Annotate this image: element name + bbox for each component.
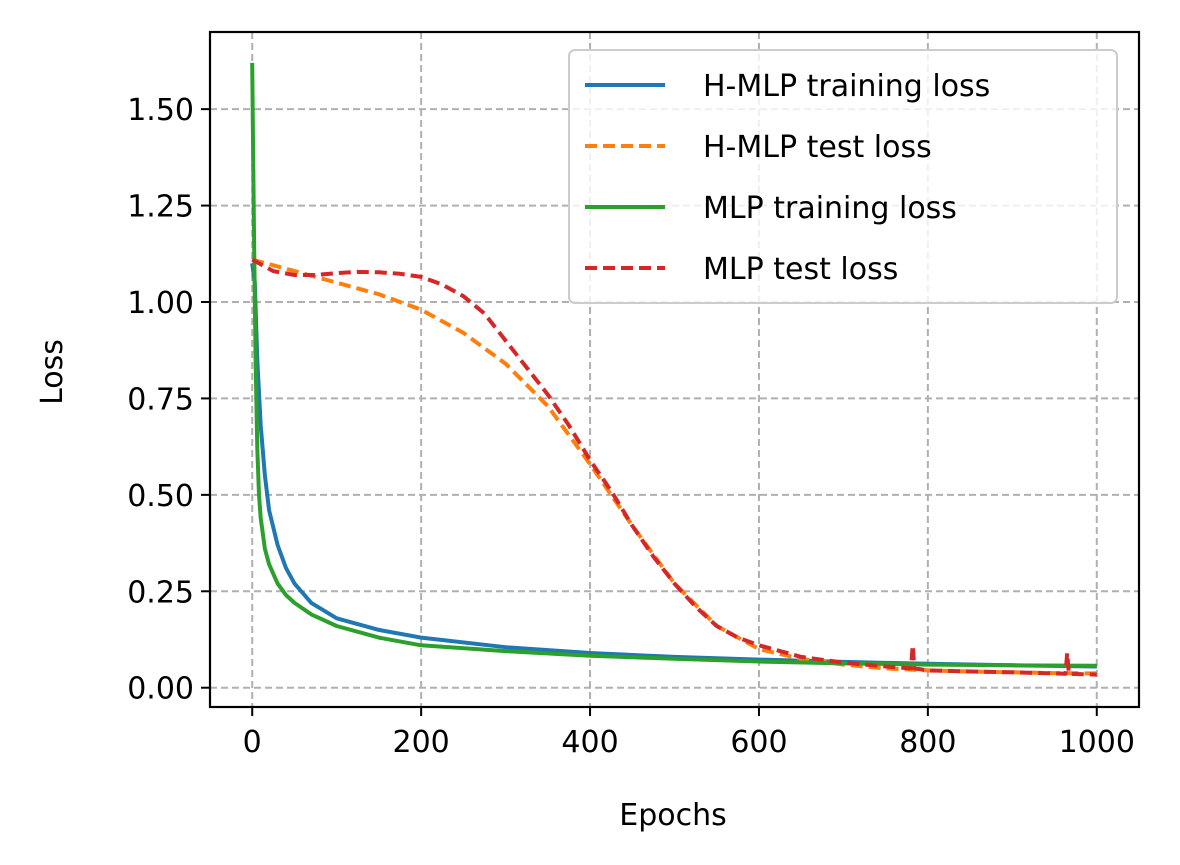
h-mlp-training-loss-line (250, 263, 1097, 669)
x-tick-label: 200 (393, 725, 450, 760)
x-tick-label: 800 (899, 725, 956, 760)
h-mlp-test-loss-legend-label: H-MLP test loss (703, 130, 932, 165)
mlp-test-loss-line (251, 257, 1097, 677)
y-tick-label: 0.25 (127, 575, 194, 610)
y-tick-label: 0.00 (127, 672, 194, 707)
h-mlp-training-loss-legend-label: H-MLP training loss (703, 69, 990, 104)
y-tick-label: 0.75 (127, 382, 194, 417)
mlp-training-loss-legend-label: MLP training loss (703, 191, 957, 226)
plot-frame (208, 30, 1141, 709)
h-mlp-test-loss-line (251, 257, 1097, 676)
y-tick-label: 1.00 (127, 286, 194, 321)
mlp-test-loss-legend-label: MLP test loss (703, 252, 898, 287)
series-layer (250, 62, 1097, 677)
y-tick-label: 0.50 (127, 479, 194, 514)
axis-ticks: 0 200 400 600 800 1000 0.00 0.25 0.50 0.75 1.00 1.2… (127, 93, 1135, 760)
mlp-training-loss-line (250, 62, 1097, 668)
x-tick-label: 400 (561, 725, 618, 760)
y-axis-label: Loss (35, 339, 70, 405)
legend-box (568, 49, 1118, 304)
legend: H-MLP training loss H-MLP test loss MLP tr… (568, 49, 1118, 304)
y-tick-label: 1.25 (127, 190, 194, 225)
y-tick-label: 1.50 (127, 93, 194, 128)
x-tick-label: 600 (730, 725, 787, 760)
x-tick-label: 0 (243, 725, 262, 760)
x-tick-label: 1000 (1059, 725, 1135, 760)
x-axis-label: Epochs (619, 798, 727, 833)
